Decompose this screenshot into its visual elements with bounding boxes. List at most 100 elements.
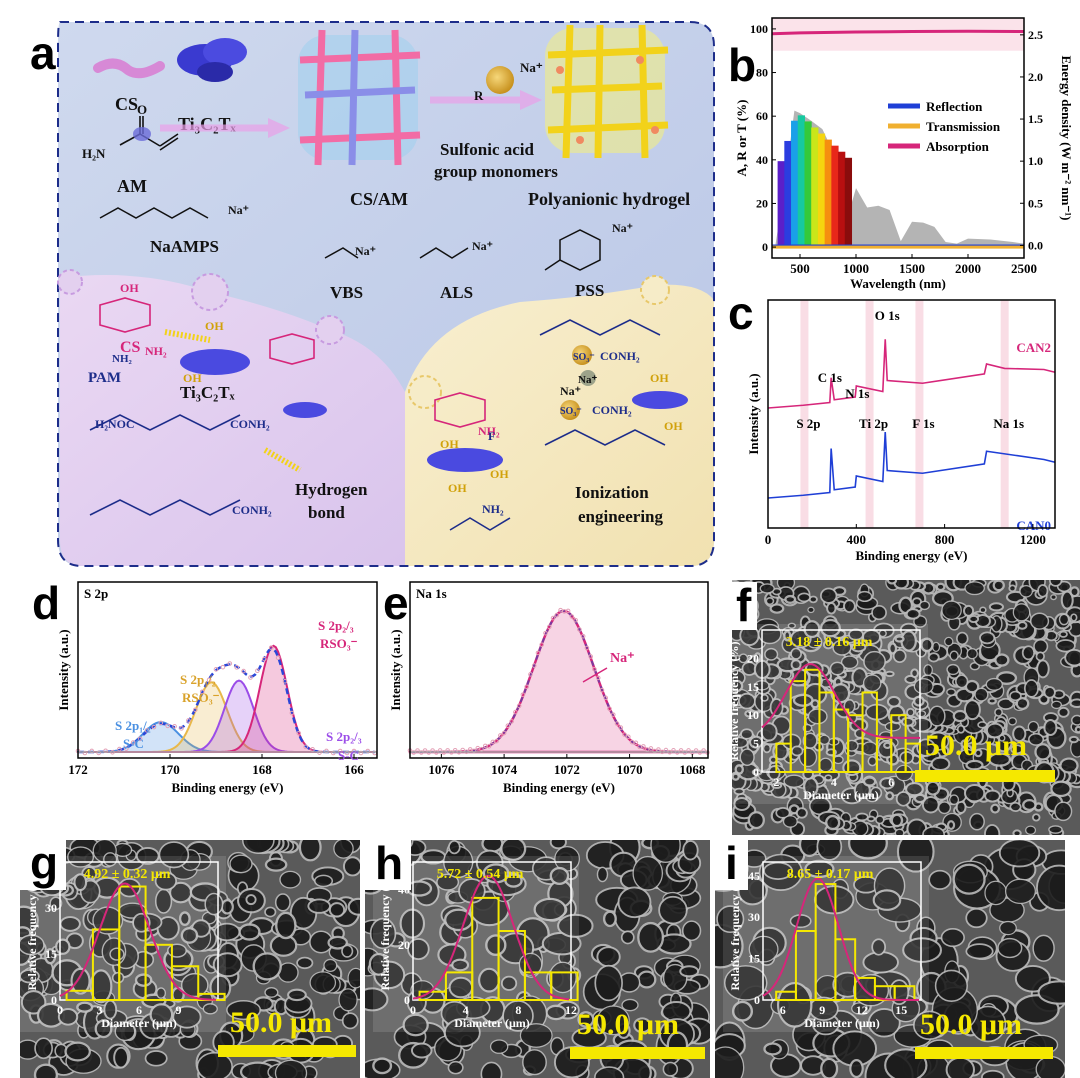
cream-region [405, 284, 714, 566]
sem-pore [965, 907, 988, 929]
y-tick-label: 45 [748, 869, 760, 883]
arrow-icon [520, 90, 542, 110]
raw-data-point [248, 675, 253, 680]
y-tick-label: 40 [756, 153, 768, 167]
panel-e: 1076 1074 1072 1070 1068 Binding energy (eV) I… [375, 570, 720, 835]
y-axis-label: Relative frequency (%) [727, 641, 741, 760]
spectrum-can2 [767, 339, 1056, 409]
sem-pore [156, 987, 167, 999]
sem-pore [49, 896, 63, 911]
svg-text:Na⁺: Na⁺ [520, 60, 543, 75]
sem-pore [896, 840, 935, 873]
sem-pore [843, 599, 856, 614]
raw-data-point [550, 615, 556, 621]
sem-pore [533, 897, 567, 922]
solar-color-band [804, 121, 812, 246]
y2-tick-label: 1.5 [1028, 112, 1043, 126]
label-pointer [582, 667, 608, 683]
sem-pore [264, 857, 288, 872]
sem-pore [1064, 648, 1080, 667]
raw-data-point [554, 612, 560, 618]
svg-text:OH: OH [440, 437, 459, 451]
sem-pore [871, 604, 887, 621]
label-s2p12-rso-2: RSO₃⁻ [182, 690, 220, 705]
sem-pore [1017, 621, 1028, 630]
sem-pore [829, 661, 846, 676]
als-structure-icon [419, 247, 469, 259]
sem-pore [963, 699, 981, 721]
sem-pore [342, 856, 360, 877]
sem-pore [888, 642, 898, 655]
sem-pore [328, 902, 346, 918]
sem-pore [771, 782, 783, 789]
sem-pore [633, 1017, 652, 1034]
element-highlight-band [1000, 300, 1009, 528]
sem-pore [1049, 580, 1063, 587]
raw-data-point [137, 736, 143, 742]
sem-pore [172, 1005, 202, 1029]
sem-pore [946, 820, 956, 831]
raw-data-point [262, 656, 267, 662]
panel-letter-b: b [728, 39, 757, 91]
sem-pore [621, 998, 639, 1012]
x-axis-label: Diameter (μm) [804, 1016, 880, 1030]
y2-tick-label: 0.0 [1028, 238, 1043, 252]
histogram-f-svg: 2 4 6 0 5 10 15 20 Diameter (μm) Relative frequen… [722, 624, 1055, 804]
sem-pore [969, 812, 985, 831]
y-tick-label: 15 [747, 680, 759, 694]
raw-data-point [498, 733, 503, 738]
sem-pore [1009, 690, 1022, 702]
sem-pore [480, 1061, 503, 1078]
raw-data-point [569, 614, 575, 619]
raw-data-point [479, 746, 484, 752]
sem-pore [57, 1008, 79, 1026]
sem-pore [734, 764, 744, 775]
sem-pore [997, 937, 1023, 959]
label-na: Na⁺ [610, 651, 635, 666]
sem-pore [20, 969, 40, 984]
raw-data-point [531, 663, 537, 668]
solar-color-band [811, 127, 819, 246]
sem-pore [952, 863, 986, 895]
sem-pore [987, 697, 997, 705]
sem-pore [158, 841, 190, 869]
element-label: S 2p [796, 416, 820, 431]
raw-data-point [186, 718, 191, 723]
sem-pore [795, 807, 808, 819]
raw-data-point [275, 655, 281, 661]
sem-pore [73, 873, 88, 892]
gaussian-fit [412, 874, 570, 1001]
raw-data-point [172, 724, 177, 729]
chart-e-svg: 1076 1074 1072 1070 1068 Binding energy (eV) I… [388, 581, 710, 795]
sem-pore [790, 745, 804, 757]
sem-pore [1036, 864, 1065, 912]
raw-data-point [648, 746, 654, 751]
panel-f: 2 4 6 0 5 10 15 20 Diameter (μm) Relative frequen… [720, 580, 1080, 835]
plot-frame [767, 299, 1056, 529]
sem-pore [1058, 613, 1070, 626]
label-cs: CS [115, 94, 138, 114]
sem-pore [1012, 725, 1027, 743]
raw-data-point [603, 695, 609, 701]
sem-pore [935, 582, 946, 592]
raw-data-point [577, 627, 582, 632]
svg-text:CONH₂: CONH₂ [600, 349, 640, 363]
sem-pore [802, 732, 818, 750]
sem-pore [549, 866, 570, 885]
solar-color-band [831, 145, 839, 246]
sem-pore [202, 1003, 218, 1015]
sem-pore [323, 958, 338, 972]
x-tick-label: 800 [935, 532, 955, 547]
sem-pore [790, 647, 802, 660]
svg-text:group monomers: group monomers [434, 162, 558, 181]
sem-pore [716, 905, 745, 934]
svg-text:engineering: engineering [578, 507, 663, 526]
x-tick-label: 1500 [899, 261, 925, 276]
raw-data-point [558, 607, 563, 613]
sem-pore [999, 920, 1017, 936]
sem-pore [89, 969, 113, 1004]
x-tick-label: 4 [831, 775, 837, 789]
raw-data-point [467, 747, 473, 752]
sem-pore [489, 1039, 509, 1054]
sem-pore [1034, 743, 1052, 761]
